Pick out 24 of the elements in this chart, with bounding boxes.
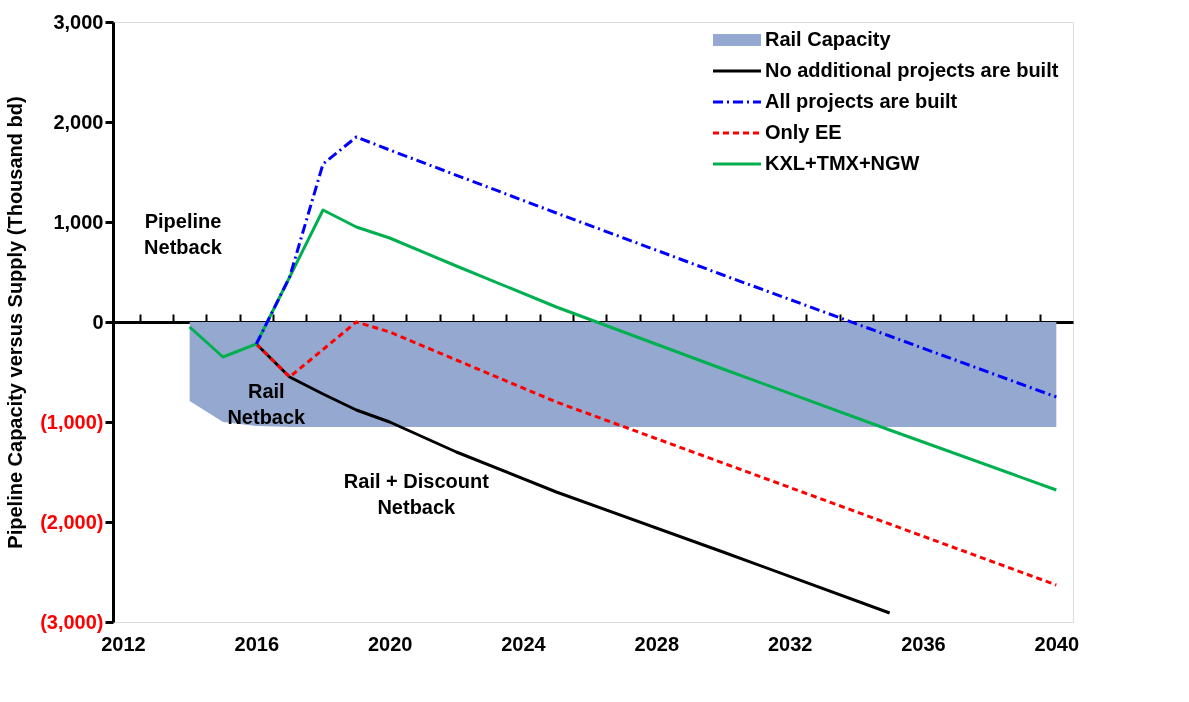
legend-label: Only EE [765, 121, 842, 143]
y-tick-label: 2,000 [53, 110, 104, 133]
x-tick-label: 2024 [501, 632, 547, 655]
legend-label: No additional projects are built [765, 59, 1059, 81]
y-tick-label: 0 [92, 310, 104, 333]
y-tick-label: 3,000 [53, 10, 104, 33]
annotation: Pipeline Netback [144, 210, 223, 258]
y-tick-label: (3,000) [40, 610, 104, 633]
legend-label: All projects are built [765, 90, 958, 112]
legend-label: Rail Capacity [765, 28, 892, 50]
x-tick-label: 2012 [101, 632, 146, 655]
y-tick-label: (2,000) [40, 510, 104, 533]
x-tick-label: 2016 [234, 632, 280, 655]
y-tick-label: (1,000) [40, 410, 104, 433]
x-tick-label: 2040 [1034, 632, 1080, 655]
x-tick-label: 2036 [901, 632, 946, 655]
legend-label: KXL+TMX+NGW [765, 152, 920, 174]
y-tick-label: 1,000 [53, 210, 104, 233]
x-tick-label: 2020 [367, 632, 413, 655]
x-tick-label: 2028 [634, 632, 680, 655]
y-axis-title: Pipeline Capacity versus Supply (Thousand bd) [4, 96, 27, 549]
x-tick-label: 2032 [767, 632, 813, 655]
annotation: Rail + Discount Netback [343, 470, 490, 518]
annotation: Rail Netback [227, 380, 307, 428]
